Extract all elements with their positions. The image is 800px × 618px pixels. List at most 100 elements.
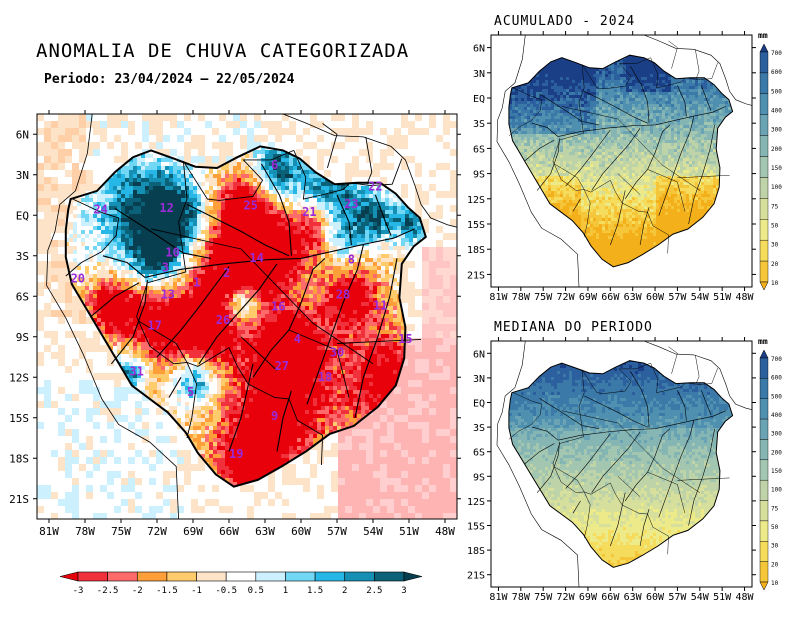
- legend-label: 300: [771, 431, 782, 438]
- basin-outline: [508, 54, 734, 268]
- basin-label: 13: [161, 288, 175, 302]
- lon-label: 69W: [579, 592, 598, 603]
- border-line: [336, 338, 422, 344]
- lon-label: 48W: [736, 592, 755, 603]
- river-line: [156, 266, 230, 358]
- lon-label: 63W: [624, 592, 643, 603]
- lat-label: 9S: [16, 331, 29, 344]
- river-line: [624, 428, 671, 502]
- legend-swatch: [759, 135, 769, 157]
- river-line: [677, 85, 687, 117]
- lat-label: EQ: [473, 399, 485, 410]
- river-line: [658, 420, 695, 518]
- colorbar-arrow-left: [59, 571, 79, 582]
- legend-label: 100: [771, 184, 782, 191]
- border-line: [650, 57, 718, 89]
- lat-label: 6N: [473, 44, 485, 55]
- lon-label: 72W: [557, 292, 576, 303]
- legend-arrow-top: [759, 349, 769, 359]
- legend-arrow-bottom: [759, 281, 769, 291]
- legend-label: 10: [771, 580, 779, 587]
- river-line: [531, 426, 559, 441]
- colorbar-label: 0.5: [248, 586, 264, 596]
- legend-label: 20: [771, 261, 779, 268]
- lat-label: 9S: [473, 472, 485, 483]
- main-axes: 6N 3N EQ 3S 6S 9S 12S 15S 18S 21S 81W 78W 75W 72W 69W 6…: [9, 110, 461, 538]
- river-line: [110, 280, 148, 365]
- legend-swatch: [759, 398, 769, 420]
- border-line: [553, 163, 591, 237]
- lat-label: 6N: [473, 349, 485, 360]
- lat-label: 15S: [467, 220, 485, 231]
- border-line: [240, 336, 278, 371]
- lat-label: 3N: [473, 374, 485, 385]
- lon-label: 81W: [489, 292, 508, 303]
- colorbar-label: -0.5: [215, 586, 237, 596]
- lon-label: 78W: [75, 525, 95, 538]
- colorbar-label: -1: [191, 586, 202, 596]
- border-line: [508, 87, 542, 136]
- basin-label: 25: [243, 198, 257, 212]
- legend-label: 30: [771, 242, 779, 249]
- legend-label: 700: [771, 50, 782, 57]
- legend-swatch: [759, 561, 769, 583]
- mediana-legend: mm 700 600 500 400 300 200 150 100 75 50 30 20 10: [758, 337, 782, 591]
- legend-label: 50: [771, 223, 779, 230]
- border-line: [695, 49, 700, 79]
- legend-unit: mm: [758, 337, 768, 346]
- river-line: [572, 198, 581, 212]
- lat-label: 18S: [467, 546, 485, 557]
- lat-label: 12S: [467, 497, 485, 508]
- border-line: [617, 173, 641, 195]
- border-line: [65, 198, 120, 277]
- coastline-northeast: [282, 114, 457, 228]
- period-subtitle: Periodo: 23/04/2024 – 22/05/2024: [44, 72, 294, 87]
- legend-swatch: [759, 541, 769, 562]
- lat-label: 12S: [467, 195, 485, 206]
- border-line: [293, 150, 403, 200]
- colorbar-label: 1: [283, 586, 288, 596]
- legend-label: 700: [771, 356, 782, 363]
- coastline-west: [496, 35, 580, 287]
- legend-label: 30: [771, 543, 779, 550]
- legend-label: 10: [771, 280, 779, 287]
- lat-label: 21S: [467, 571, 485, 582]
- colorbar-arrow-right: [403, 571, 423, 582]
- lat-label: 18S: [467, 245, 485, 256]
- legend-swatch: [759, 51, 769, 74]
- legend-swatch: [759, 439, 769, 461]
- border-line: [288, 329, 350, 398]
- river-line: [252, 257, 326, 378]
- border-line: [136, 161, 324, 466]
- legend-label: 50: [771, 524, 779, 531]
- colorbar-swatch: [136, 571, 168, 582]
- basin-label: 24: [93, 203, 107, 217]
- colorbar-swatch: [374, 571, 405, 582]
- lon-label: 60W: [646, 592, 665, 603]
- colorbar-swatch: [255, 571, 286, 582]
- mediana-map-area: [491, 341, 752, 587]
- river-line: [677, 390, 687, 421]
- colorbar-swatch: [314, 571, 346, 582]
- river-line: [524, 139, 555, 162]
- legend-swatch: [759, 260, 769, 283]
- colorbar-label: 2: [342, 586, 347, 596]
- border-line: [617, 476, 641, 497]
- colorbar-swatch: [77, 571, 108, 582]
- acumulado-frame: [490, 34, 753, 288]
- mediana-title: MEDIANA DO PERIODO: [494, 320, 653, 335]
- legend-label: 600: [771, 375, 782, 382]
- border-line: [677, 477, 730, 481]
- river-line: [584, 91, 648, 124]
- basin-label: 20: [71, 271, 85, 285]
- border-line: [647, 169, 686, 212]
- legend-swatch: [759, 500, 769, 522]
- river-line: [531, 122, 559, 137]
- river-line: [701, 85, 712, 111]
- river-line: [536, 441, 560, 493]
- lat-label: 3S: [473, 423, 485, 434]
